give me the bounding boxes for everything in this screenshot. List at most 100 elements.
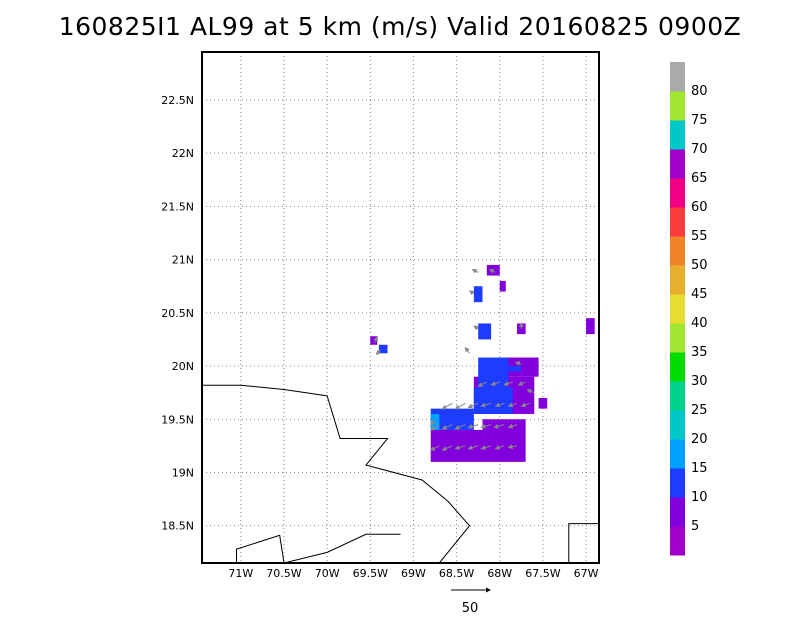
lon-tick-label: 67.5W (525, 567, 560, 580)
wind-vector (507, 423, 518, 429)
wind-vector (471, 269, 479, 274)
colorbar-segment (670, 410, 685, 440)
colorbar-label: 35 (691, 345, 708, 360)
latitude-tick-labels: 18.5N 19N 19.5N 20N 20.5N 21N 21.5N 22N 22.5N (161, 94, 194, 533)
wind-vector (430, 424, 440, 431)
colorbar-label: 30 (691, 374, 708, 389)
wind-cell (486, 264, 500, 276)
colorbar-label: 75 (691, 113, 708, 128)
lon-tick-label: 69.5W (353, 567, 388, 580)
wind-vector (493, 423, 505, 429)
colorbar-segment (670, 178, 685, 208)
wind-vector (507, 444, 518, 450)
wind-vector (441, 402, 453, 410)
wind-cell (499, 280, 506, 292)
colorbar-label: 25 (691, 403, 708, 418)
lon-tick-label: 71W (228, 567, 253, 580)
colorbar: 5 10 15 20 25 30 35 40 45 50 55 60 65 70 75 80 (670, 62, 708, 556)
wind-cell (473, 286, 483, 303)
colorbar-segment (670, 526, 685, 556)
colorbar-segment (670, 265, 685, 295)
lon-tick-label: 68W (487, 567, 512, 580)
wind-vector (467, 423, 479, 429)
wind-cell (538, 397, 548, 409)
lat-tick-label: 22.5N (161, 94, 194, 107)
wind-vectors (373, 269, 535, 451)
wind-vector (494, 445, 505, 450)
colorbar-segment (670, 468, 685, 498)
lat-tick-label: 19N (172, 467, 194, 480)
lat-tick-label: 22N (172, 147, 194, 160)
wind-speed-cells (370, 264, 595, 462)
colorbar-label: 60 (691, 200, 708, 215)
colorbar-label: 40 (691, 316, 708, 331)
colorbar-segment (670, 236, 685, 266)
wind-vector (441, 445, 453, 451)
wind-vector (454, 402, 466, 410)
wind-cell (482, 419, 526, 462)
coastline-0 (202, 384, 471, 563)
wind-vector (464, 346, 470, 354)
wind-vector (373, 336, 378, 343)
wind-vector (490, 381, 500, 386)
lon-tick-label: 70.5W (266, 567, 301, 580)
wind-vector (467, 445, 479, 451)
plot-title: 160825I1 AL99 at 5 km (m/s) Valid 201608… (58, 12, 742, 41)
vector-scale-key: 50 (451, 587, 491, 616)
colorbar-segment (670, 294, 685, 324)
wind-cell (478, 357, 509, 388)
colorbar-label: 70 (691, 142, 708, 157)
lat-tick-label: 21.5N (161, 200, 194, 213)
colorbar-label: 5 (691, 519, 699, 534)
colorbar-segment (670, 149, 685, 179)
wind-cell (430, 408, 474, 430)
wind-vector (454, 424, 466, 430)
wind-vector (430, 445, 440, 451)
wind-vector (473, 325, 479, 331)
colorbar-segment (670, 91, 685, 121)
colorbar-segment (670, 323, 685, 353)
colorbar-label: 15 (691, 461, 708, 476)
wind-vector (375, 349, 382, 355)
wind-vector (514, 361, 522, 366)
wind-vector (494, 402, 505, 408)
colorbar-label: 50 (691, 258, 708, 273)
colorbar-label: 55 (691, 229, 708, 244)
colorbar-label: 10 (691, 490, 708, 505)
wind-cell (517, 323, 526, 335)
colorbar-segment (670, 207, 685, 237)
wind-cell (378, 344, 388, 354)
colorbar-segment (670, 497, 685, 527)
wind-vector (468, 290, 475, 296)
wind-vector (480, 423, 492, 429)
wind-vector (520, 402, 531, 408)
wind-vector (467, 402, 479, 409)
lon-tick-label: 67W (574, 567, 599, 580)
wind-vector (477, 381, 488, 387)
wind-vector (517, 381, 526, 386)
colorbar-segment (670, 120, 685, 150)
wind-vector (488, 269, 496, 274)
coastlines (202, 384, 599, 563)
wind-cell (478, 323, 492, 340)
wind-cell (586, 318, 595, 335)
colorbar-label: 65 (691, 171, 708, 186)
wind-vector (441, 424, 453, 430)
lon-tick-label: 70W (315, 567, 340, 580)
wind-vector (480, 402, 492, 408)
lat-tick-label: 20.5N (161, 307, 194, 320)
colorbar-segment (670, 439, 685, 469)
lat-tick-label: 20N (172, 360, 194, 373)
coastline-1 (236, 533, 401, 563)
lat-tick-label: 21N (172, 254, 194, 267)
colorbar-segment (670, 62, 685, 92)
colorbar-segment (670, 381, 685, 411)
wind-cell (495, 366, 522, 372)
colorbar-label: 80 (691, 84, 708, 99)
vector-scale-label: 50 (462, 601, 479, 616)
wind-vector (430, 418, 436, 426)
wind-vector (454, 445, 466, 451)
wind-vector (507, 402, 518, 408)
lon-tick-label: 68.5W (439, 567, 474, 580)
